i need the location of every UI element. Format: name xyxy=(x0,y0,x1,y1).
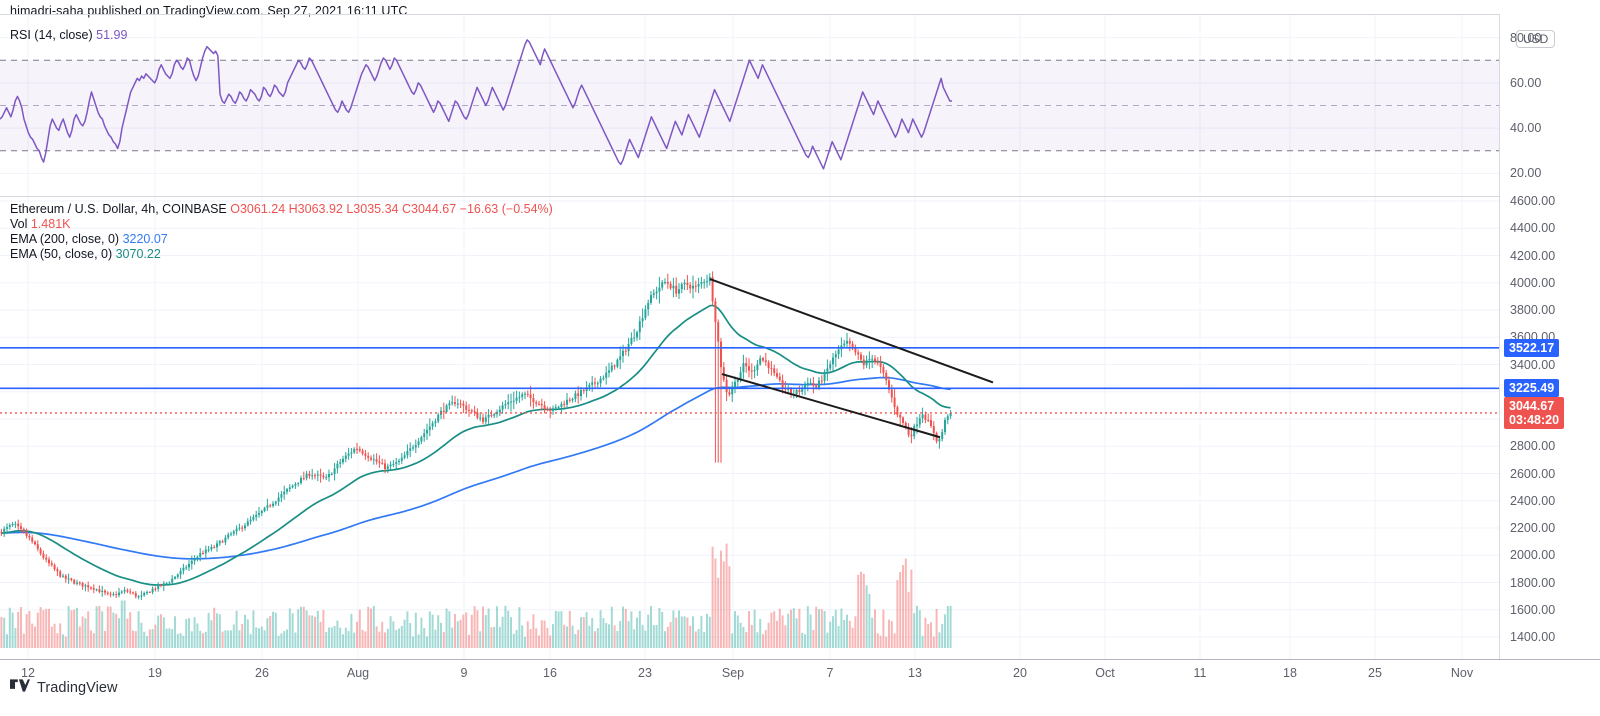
rsi-axis-tick: 80.00 xyxy=(1510,30,1542,45)
time-axis[interactable]: 12 19 26 Aug 9 16 23 Sep 7 13 20 Oct 11 18 25 Nov xyxy=(0,660,1499,688)
top-divider xyxy=(0,14,1499,15)
time-axis-tick: Sep xyxy=(721,666,745,680)
time-axis-tick: 12 xyxy=(21,666,35,680)
time-axis-tick: 9 xyxy=(460,666,468,680)
support-price-badge[interactable]: 3225.49 xyxy=(1504,379,1560,398)
rsi-axis-tick: 20.00 xyxy=(1510,166,1542,181)
price-axis-tick: 2800.00 xyxy=(1510,439,1556,454)
time-axis-tick: 13 xyxy=(908,666,922,680)
price-axis-tick: 2600.00 xyxy=(1510,466,1556,481)
price-axis-tick: 1800.00 xyxy=(1510,575,1556,590)
time-axis-tick: 23 xyxy=(638,666,652,680)
last-price-badge[interactable]: 3044.67 03:48:20 xyxy=(1504,396,1565,429)
price-axis-tick: 4600.00 xyxy=(1510,194,1556,208)
time-axis-tick: 18 xyxy=(1283,666,1297,680)
price-axis-tick: 2000.00 xyxy=(1510,548,1556,563)
price-axis-tick: 2200.00 xyxy=(1510,521,1556,535)
countdown-timer: 03:48:20 xyxy=(1509,412,1560,427)
time-axis-tick: 16 xyxy=(543,666,557,680)
rsi-axis-tick: 40.00 xyxy=(1510,121,1542,136)
footer: TradingView xyxy=(10,679,118,697)
currency-pill[interactable]: USD xyxy=(1516,30,1556,48)
price-axis-tick: 1600.00 xyxy=(1510,602,1556,617)
time-axis-tick: 11 xyxy=(1193,666,1207,680)
time-axis-divider xyxy=(0,659,1600,660)
price-axis-tick: 2400.00 xyxy=(1510,493,1556,508)
price-axis-tick: 1400.00 xyxy=(1510,630,1556,644)
last-price-badge-value: 3044.67 xyxy=(1509,398,1555,413)
price-axis-tick: 3400.00 xyxy=(1510,357,1556,372)
time-axis-tick: Nov xyxy=(1450,666,1474,680)
time-axis-tick: 7 xyxy=(826,666,834,680)
time-axis-tick: 19 xyxy=(148,666,162,680)
price-axis-divider xyxy=(1499,14,1500,660)
resistance-price-badge[interactable]: 3522.17 xyxy=(1504,338,1560,357)
time-axis-tick: Aug xyxy=(346,666,370,680)
price-axis-tick: 4000.00 xyxy=(1510,275,1556,290)
tradingview-logo-icon xyxy=(10,679,30,697)
time-axis-tick: 26 xyxy=(255,666,269,680)
pane-divider[interactable] xyxy=(0,196,1499,197)
rsi-pane[interactable] xyxy=(0,15,1499,196)
time-axis-tick: Oct xyxy=(1095,666,1115,680)
price-pane[interactable] xyxy=(0,197,1499,659)
time-axis-tick: 25 xyxy=(1368,666,1382,680)
price-axis-tick: 4400.00 xyxy=(1510,221,1556,236)
price-axis-tick: 4200.00 xyxy=(1510,248,1556,263)
brand-name: TradingView xyxy=(37,680,118,696)
price-axis[interactable]: USD 4600.00 4400.00 4200.00 4000.00 3800.00 3… xyxy=(1500,14,1600,660)
price-axis-tick: 3800.00 xyxy=(1510,303,1556,317)
rsi-axis-tick: 60.00 xyxy=(1510,75,1542,90)
time-axis-tick: 20 xyxy=(1013,666,1027,680)
